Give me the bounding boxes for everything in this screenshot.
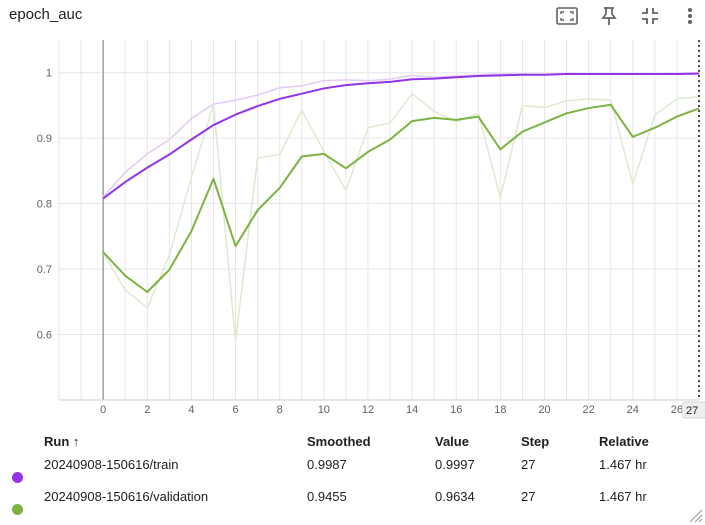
step-value: 27 (521, 457, 536, 472)
x-tick-label: 6 (232, 404, 238, 416)
header-step[interactable]: Step (521, 434, 550, 449)
y-tick-label: 0.7 (37, 264, 52, 276)
header-smoothed[interactable]: Smoothed (307, 434, 371, 449)
y-tick-label: 0.8 (37, 199, 52, 211)
fullscreen-button[interactable] (555, 4, 579, 28)
series-color-dot (12, 472, 23, 483)
series-smoothed-line (102, 103, 700, 293)
x-tick-label: 10 (318, 404, 330, 416)
x-tick-label: 0 (100, 404, 106, 416)
y-tick-label: 0.9 (37, 133, 52, 145)
x-tick-label: 8 (277, 404, 283, 416)
relative-time: 1.467 hr (599, 457, 647, 472)
step-value: 27 (521, 489, 536, 504)
x-tick-label: 22 (583, 404, 595, 416)
x-tick-label: 26 (671, 404, 683, 416)
hover-step-label: 27 (686, 405, 698, 417)
x-tick-label: 18 (494, 404, 506, 416)
header-run[interactable]: Run ↑ (44, 434, 80, 449)
more-vert-icon (688, 8, 692, 24)
run-name: 20240908-150616/train (44, 457, 179, 472)
smoothed-value: 0.9987 (307, 457, 347, 472)
x-tick-label: 4 (188, 404, 194, 416)
smoothed-value: 0.9455 (307, 489, 347, 504)
y-tick-label: 0.6 (37, 330, 52, 342)
more-button[interactable] (678, 4, 702, 28)
x-tick-label: 2 (144, 404, 150, 416)
pin-button[interactable] (597, 4, 621, 28)
resize-handle-icon[interactable] (687, 507, 703, 523)
raw-value: 0.9997 (435, 457, 475, 472)
pin-icon (601, 7, 617, 25)
x-tick-label: 12 (362, 404, 374, 416)
run-name: 20240908-150616/validation (44, 489, 209, 504)
series-color-dot (12, 504, 23, 515)
series-smoothed-line (102, 72, 700, 200)
fullscreen-icon (556, 7, 578, 25)
fit-domain-button[interactable] (638, 4, 662, 28)
series-raw-line (102, 92, 700, 342)
header-value[interactable]: Value (435, 434, 469, 449)
hover-step-badge (681, 401, 705, 419)
chart-toolbar (545, 4, 705, 28)
series-raw-line (102, 72, 700, 198)
y-tick-label: 1 (46, 68, 52, 80)
raw-value: 0.9634 (435, 489, 475, 504)
x-tick-label: 14 (406, 404, 418, 416)
chart-title: epoch_auc (9, 6, 83, 23)
relative-time: 1.467 hr (599, 489, 647, 504)
header-relative[interactable]: Relative (599, 434, 649, 449)
fit-domain-icon (642, 8, 658, 24)
x-tick-label: 16 (450, 404, 462, 416)
x-tick-label: 20 (538, 404, 550, 416)
x-tick-label: 24 (627, 404, 639, 416)
